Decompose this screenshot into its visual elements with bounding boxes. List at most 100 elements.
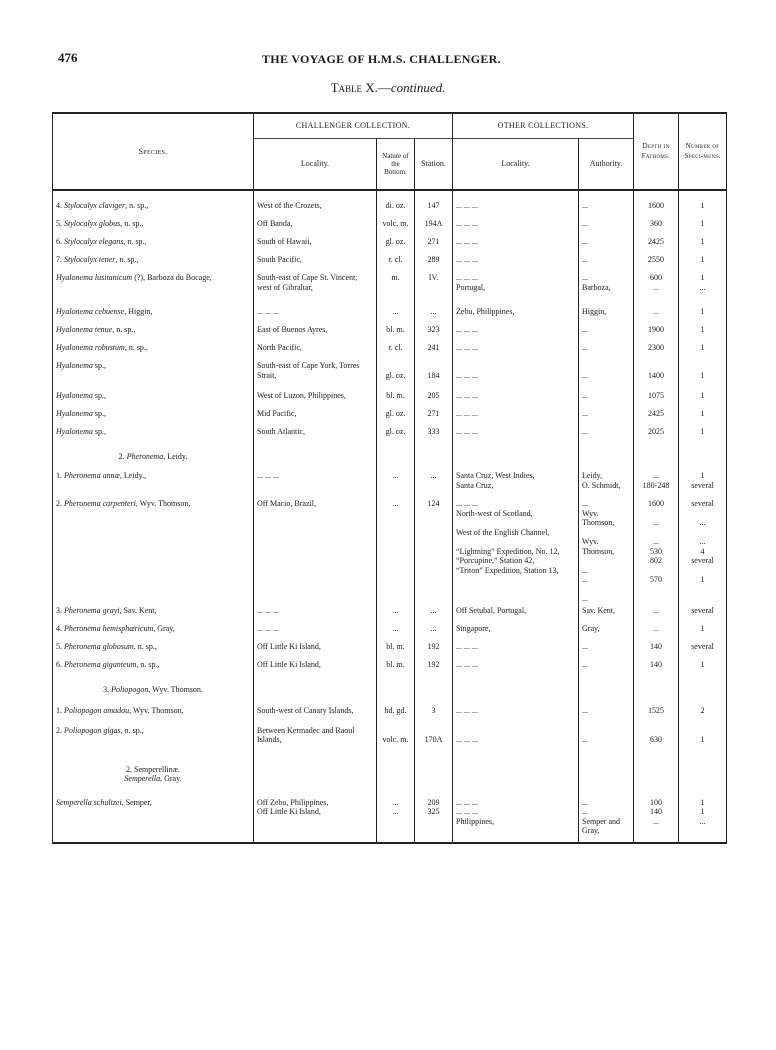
species-number: 4.	[56, 201, 64, 210]
authority: ...	[577, 724, 635, 757]
depth: ...	[633, 604, 680, 623]
number-of-specimens: 1	[678, 426, 728, 444]
table-row: 4. Pheronema hemisphæricum, Gray,... ...…	[52, 622, 728, 641]
species-cell: 3. Pheronema grayi, Sav. Kent,	[52, 604, 254, 623]
species-name: Stylocalyx elegans	[64, 237, 124, 246]
challenger-locality: West of Luzon, Philippines,	[253, 390, 377, 408]
header-number: Number of Speci-mens.	[678, 112, 728, 190]
station	[414, 676, 453, 705]
table-row: Hyalonema sp., Mid Pacific, gl. oz. 271... …	[52, 408, 728, 426]
number-of-specimens	[678, 444, 728, 470]
station: ...	[414, 306, 453, 324]
table-row: 1. Poliopogon amadou, Wyv. Thomson, South…	[52, 704, 728, 725]
species-author: , Gray,	[153, 623, 175, 633]
header-challenger-locality: Locality.	[253, 138, 377, 190]
number-of-specimens: 1	[678, 306, 728, 324]
nature-of-bottom: ...	[376, 498, 415, 605]
table-row: Hyalonema robustum, n. sp., North Pacific…	[52, 342, 728, 360]
number-of-specimens: 1	[678, 360, 728, 390]
species-cell: 2. Semperellinæ. Semperella, Gray.	[52, 756, 254, 797]
species-cell: 2. Pheronema, Leidy.	[52, 444, 254, 470]
nature-of-bottom: hd. gd.	[376, 704, 415, 725]
authority: ...	[577, 704, 635, 725]
other-locality: ... ... ...	[452, 408, 579, 426]
species-number: 6.	[56, 237, 64, 246]
species-author: , n. sp.,	[115, 255, 139, 264]
challenger-locality	[253, 676, 377, 705]
depth: 1600	[633, 189, 680, 218]
station	[414, 756, 453, 797]
number-of-specimens: 1 1 ...	[678, 796, 728, 844]
station: ...	[414, 622, 453, 641]
table-row: 5. Pheronema globosum, n. sp., Off Little…	[52, 640, 728, 659]
number-of-specimens: several	[678, 640, 728, 659]
species-name: Hyalonema cebuense	[56, 307, 125, 316]
station: 192	[414, 640, 453, 659]
species-name: Hyalonema	[56, 391, 93, 400]
species-number: 3.	[103, 684, 112, 694]
station: 323	[414, 324, 453, 342]
challenger-locality: South-east of Cape St. Vincent; west of …	[253, 272, 377, 306]
species-cell: Hyalonema robustum, n. sp.,	[52, 342, 254, 360]
station: 209 325	[414, 796, 453, 844]
species-cell: 3. Poliopogon, Wyv. Thomson.	[52, 676, 254, 705]
other-locality: Zebu, Philippines,	[452, 306, 579, 324]
species-cell: Hyalonema cebuense, Higgin,	[52, 306, 254, 324]
species-author: , Leidy.,	[119, 471, 147, 480]
number-of-specimens: 1	[678, 254, 728, 272]
species-name: Poliopogon gigas	[64, 725, 121, 735]
species-name: Stylocalyx tener	[64, 255, 116, 264]
station: 241	[414, 342, 453, 360]
station: 170A	[414, 724, 453, 757]
challenger-locality: Off Macio, Brazil,	[253, 498, 377, 605]
nature-of-bottom: ... ...	[376, 796, 415, 844]
other-locality: ... ... ...	[452, 704, 579, 725]
species-cell: Hyalonema sp.,	[52, 408, 254, 426]
species-cell: 1. Pheronema annæ, Leidy.,	[52, 470, 254, 498]
challenger-locality: South of Hawaii,	[253, 236, 377, 254]
depth: 630	[633, 724, 680, 757]
species-number: 2.	[126, 764, 134, 774]
station: 184	[414, 360, 453, 390]
species-name: Pheronema annæ	[64, 471, 120, 480]
genus-name: Semperella	[124, 774, 161, 783]
table-row: 1. Pheronema annæ, Leidy.,... ... ......…	[52, 470, 728, 498]
authority: Sav. Kent,	[577, 604, 635, 623]
species-name: Hyalonema	[56, 427, 93, 436]
depth: 1525	[633, 704, 680, 725]
table-row: 3. Pheronema grayi, Sav. Kent,... ... ..…	[52, 604, 728, 623]
depth: 100 140 ...	[633, 796, 680, 844]
authority: ...	[577, 360, 635, 390]
authority: ...	[577, 342, 635, 360]
species-cell: Semperella schultzei, Semper,	[52, 796, 254, 844]
nature-of-bottom	[376, 676, 415, 705]
other-locality: ... ... ...	[452, 360, 579, 390]
station: ...	[414, 604, 453, 623]
station: 289	[414, 254, 453, 272]
authority: ...	[577, 189, 635, 218]
challenger-locality: East of Buenos Ayres,	[253, 324, 377, 342]
challenger-locality: Off Little Ki Island,	[253, 658, 377, 677]
number-of-specimens	[678, 676, 728, 705]
species-cell: Hyalonema lusitanicum (?), Barboza du Bo…	[52, 272, 254, 306]
number-of-specimens: 1 ...	[678, 272, 728, 306]
authority: Higgin,	[577, 306, 635, 324]
other-locality: ... ... ...	[452, 342, 579, 360]
authority: ...	[577, 640, 635, 659]
authority	[577, 676, 635, 705]
genus-heading-row: 2. Pheronema, Leidy.	[52, 444, 728, 470]
number-of-specimens	[678, 756, 728, 797]
table-body: 4. Stylocalyx claviger, n. sp., West of t…	[52, 189, 728, 844]
table-row: Hyalonema sp., West of Luzon, Philippines…	[52, 390, 728, 408]
other-locality: ... ... ...	[452, 724, 579, 757]
species-author: , n. sp.,	[124, 343, 148, 352]
species-cell: 5. Stylocalyx globus, n. sp.,	[52, 218, 254, 236]
nature-of-bottom: ...	[376, 604, 415, 623]
species-number: 2.	[56, 499, 64, 508]
authority: Gray,	[577, 622, 635, 641]
station: 333	[414, 426, 453, 444]
species-author: , Semper,	[121, 797, 152, 807]
species-author: , Sav. Kent,	[119, 605, 157, 615]
nature-of-bottom: bl. m.	[376, 324, 415, 342]
station	[414, 444, 453, 470]
